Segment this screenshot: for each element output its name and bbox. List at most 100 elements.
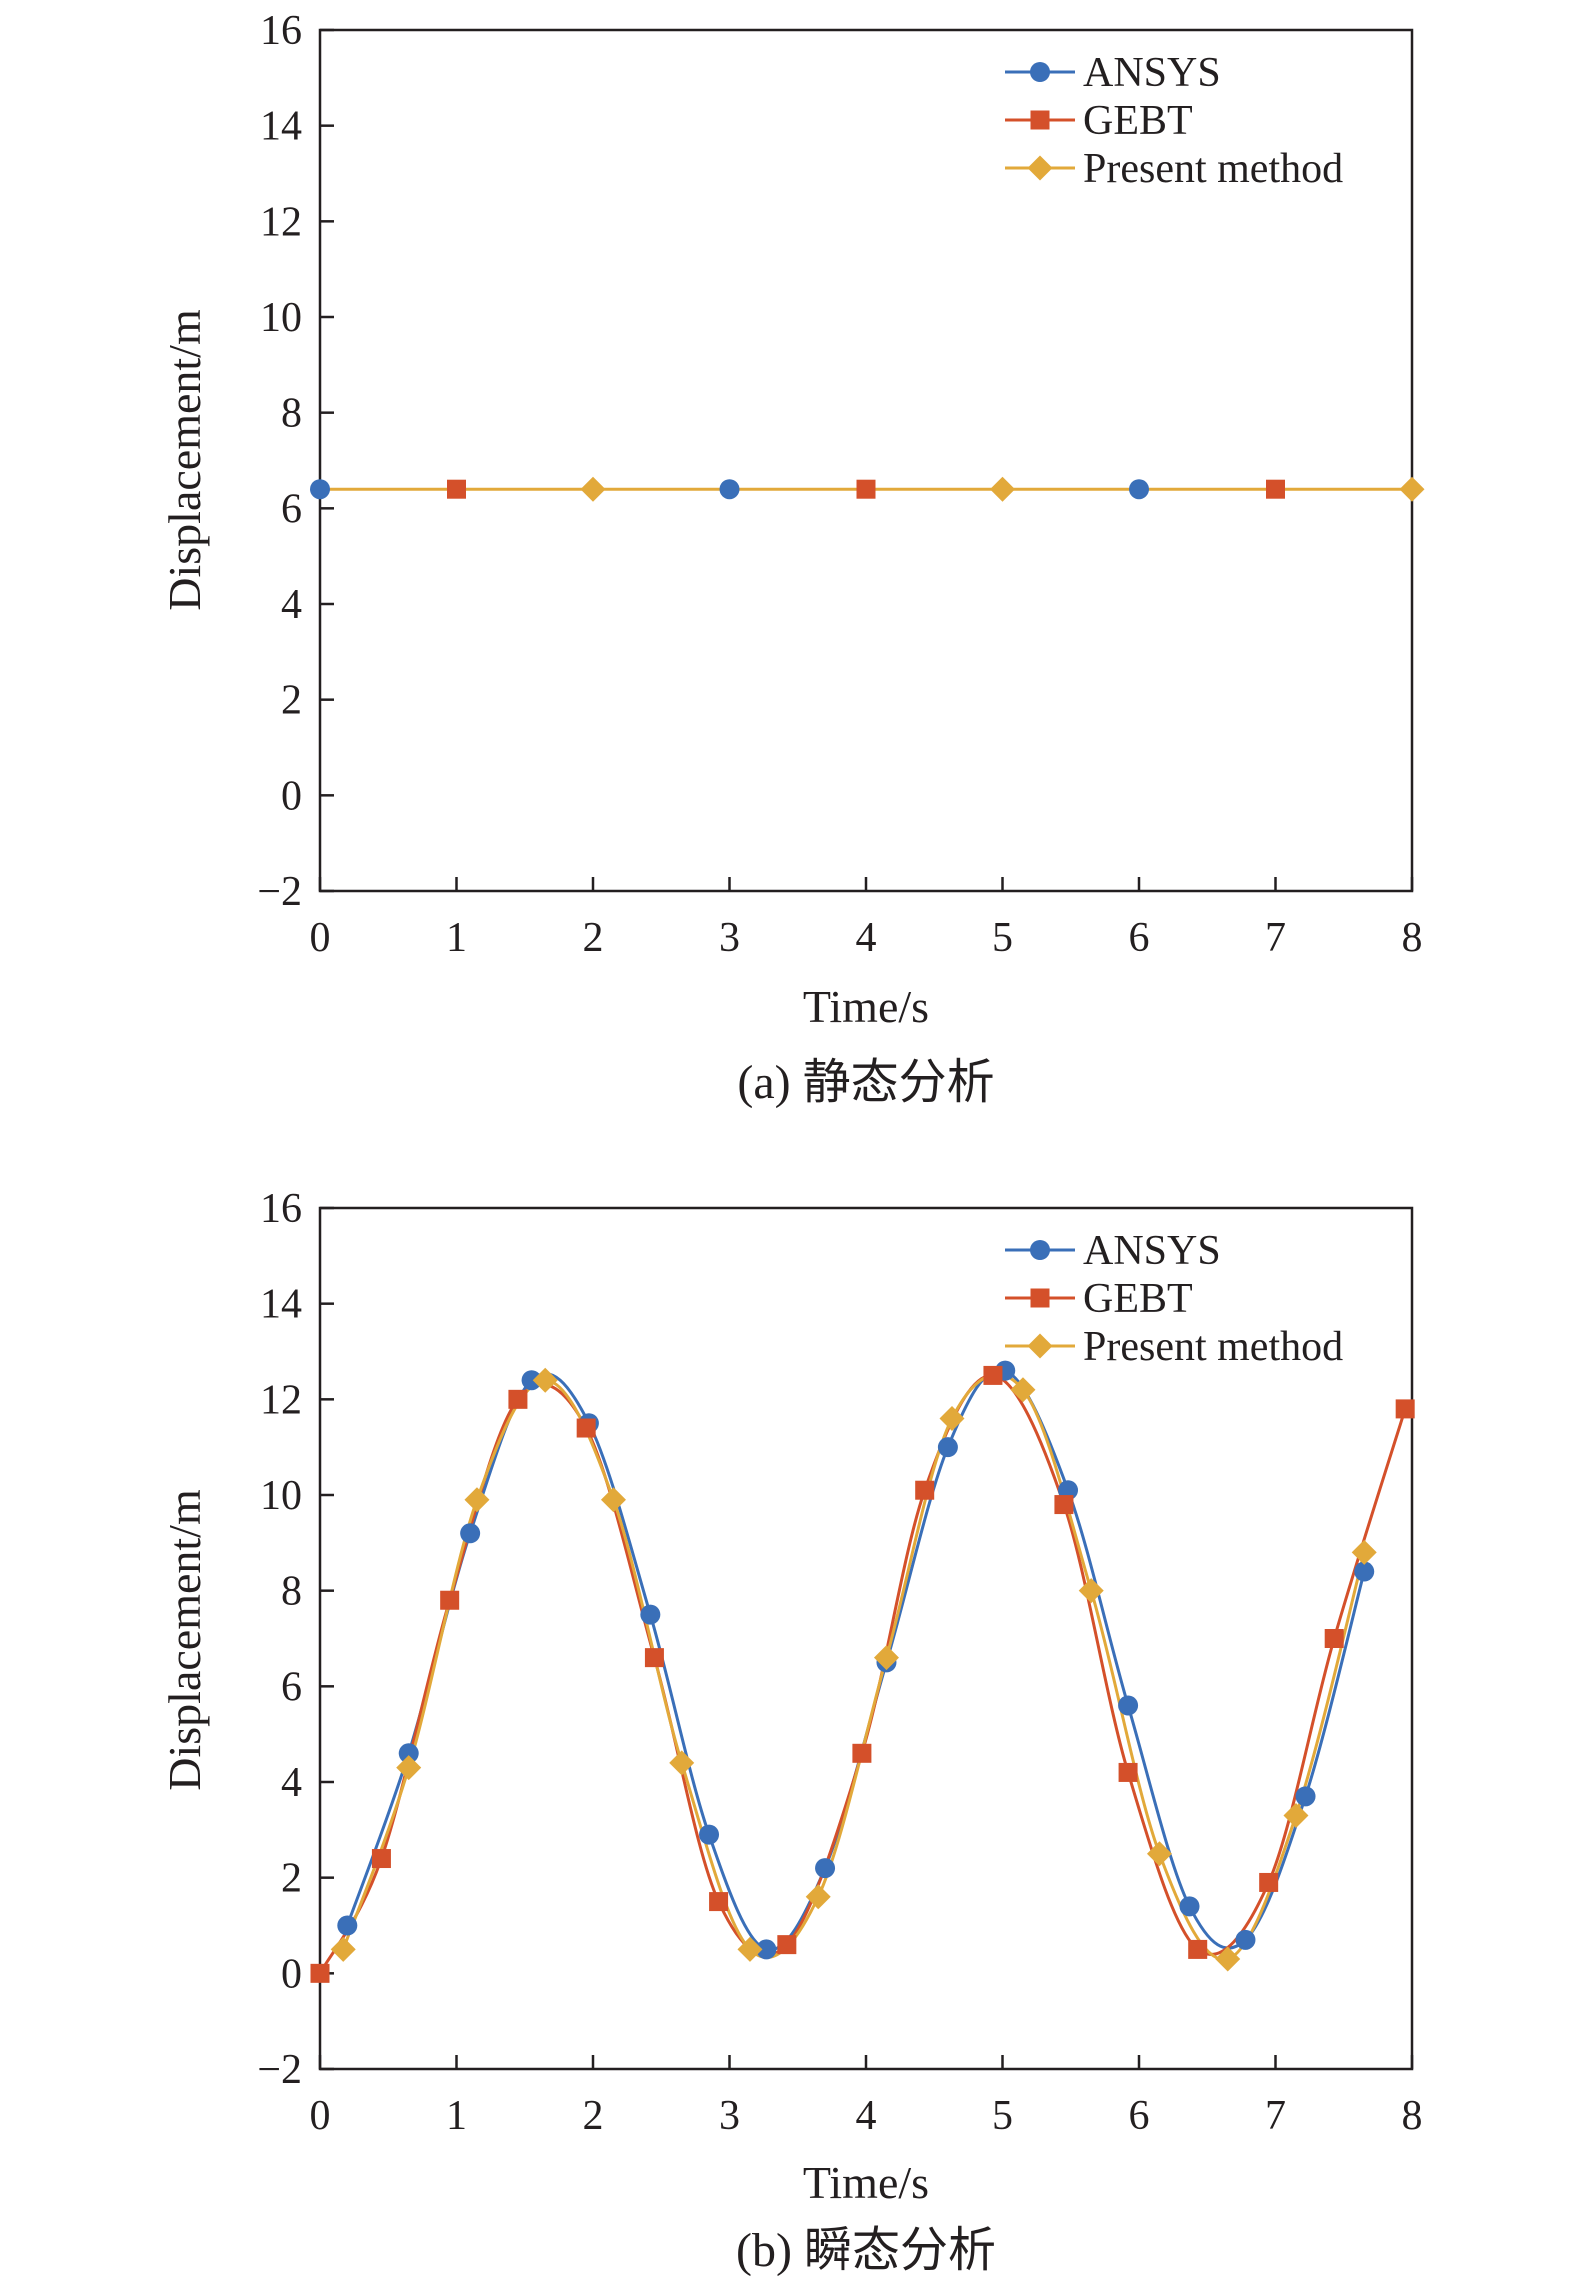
data-point-present-method xyxy=(600,1487,626,1513)
x-tick-label: 8 xyxy=(1402,2093,1423,2139)
y-tick-labels-a: 16 14 12 10 8 6 4 2 0 −2 xyxy=(257,8,334,915)
y-tick-label: 14 xyxy=(260,104,302,150)
data-point-gebt xyxy=(1324,1629,1344,1648)
data-point-ansys xyxy=(719,479,740,500)
y-tick-label: 14 xyxy=(260,1282,302,1328)
x-tick-label: 3 xyxy=(719,915,740,961)
y-axis-label-a: Displacement/m xyxy=(159,309,210,611)
series-markers-b xyxy=(310,1360,1415,1983)
legend-label: ANSYS xyxy=(1083,50,1221,96)
y-tick-label: 12 xyxy=(260,1377,302,1423)
series-lines-b xyxy=(318,1368,1407,1975)
y-tick-label: 16 xyxy=(260,8,302,54)
legend-marker xyxy=(1030,1288,1050,1308)
x-tick-labels-a: 0 1 2 3 4 5 6 7 8 xyxy=(310,877,1423,961)
x-axis-label-b: Time/s xyxy=(803,2157,929,2208)
x-tick-labels-b: 0 1 2 3 4 5 6 7 8 xyxy=(310,2055,1423,2139)
y-tick-label: 10 xyxy=(260,295,302,341)
legend-label: ANSYS xyxy=(1083,1228,1221,1274)
data-point-ansys xyxy=(1235,1929,1256,1950)
data-point-ansys xyxy=(337,1915,358,1936)
data-point-gebt xyxy=(1259,1872,1279,1892)
x-tick-label: 1 xyxy=(446,915,467,961)
data-point-present-method xyxy=(532,1367,558,1393)
data-point-gebt xyxy=(447,479,466,499)
data-point-present-method xyxy=(1146,1841,1172,1867)
y-tick-label: −2 xyxy=(257,869,302,915)
legend-label: Present method xyxy=(1083,1324,1343,1370)
data-point-gebt xyxy=(440,1590,460,1610)
x-tick-label: 5 xyxy=(992,2093,1013,2139)
data-point-present-method xyxy=(1078,1578,1104,1604)
x-tick-label: 1 xyxy=(446,2093,467,2139)
data-point-present-method xyxy=(805,1884,831,1910)
y-tick-label: 4 xyxy=(281,1760,302,1806)
y-tick-label: 12 xyxy=(260,199,302,245)
legend-marker xyxy=(1027,1333,1053,1359)
legend-label: GEBT xyxy=(1083,98,1193,144)
y-tick-label: 4 xyxy=(281,582,302,628)
data-point-present-method xyxy=(1399,476,1425,502)
series-line-present-method xyxy=(341,1372,1366,1961)
data-point-gebt xyxy=(852,1743,872,1763)
data-point-ansys xyxy=(699,1824,720,1845)
data-point-gebt xyxy=(915,1480,935,1500)
x-tick-label: 4 xyxy=(856,2093,877,2139)
x-tick-label: 5 xyxy=(992,915,1013,961)
y-axis-label-b: Displacement/m xyxy=(159,1489,210,1791)
data-point-ansys xyxy=(1118,1695,1139,1716)
data-point-ansys xyxy=(1129,479,1149,500)
data-point-gebt xyxy=(1054,1495,1074,1515)
x-tick-label: 2 xyxy=(583,915,604,961)
data-point-gebt xyxy=(508,1389,528,1409)
legend-marker xyxy=(1030,62,1050,82)
y-tick-label: 2 xyxy=(281,678,302,724)
data-point-present-method xyxy=(737,1936,763,1962)
series-line-ansys xyxy=(345,1368,1366,1952)
y-tick-label: 6 xyxy=(281,486,302,532)
y-tick-label: 16 xyxy=(260,1186,302,1232)
data-point-ansys xyxy=(460,1523,481,1544)
data-point-ansys xyxy=(640,1604,661,1625)
y-tick-label: −2 xyxy=(257,2047,302,2093)
data-point-gebt xyxy=(310,1963,330,1983)
data-point-present-method xyxy=(669,1750,695,1776)
data-point-gebt xyxy=(1395,1399,1415,1419)
x-tick-label: 2 xyxy=(583,2093,604,2139)
data-point-present-method xyxy=(330,1936,356,1962)
y-tick-labels-b: 16 14 12 10 8 6 4 2 0 −2 xyxy=(257,1186,334,2093)
data-point-ansys xyxy=(1295,1786,1316,1807)
legend-marker xyxy=(1030,1240,1050,1260)
data-point-ansys xyxy=(756,1939,777,1960)
data-point-gebt xyxy=(709,1892,729,1912)
x-tick-label: 8 xyxy=(1402,915,1423,961)
y-tick-label: 2 xyxy=(281,1856,302,1902)
data-point-gebt xyxy=(1188,1939,1208,1959)
legend-marker xyxy=(1027,155,1053,181)
x-tick-label: 6 xyxy=(1129,915,1150,961)
data-point-present-method xyxy=(1010,1377,1036,1403)
data-point-gebt xyxy=(1266,479,1285,499)
caption-b: (b) 瞬态分析 xyxy=(736,2224,996,2277)
y-tick-label: 10 xyxy=(260,1473,302,1519)
data-point-present-method xyxy=(939,1405,965,1431)
legend-label: Present method xyxy=(1083,146,1343,192)
data-point-ansys xyxy=(937,1437,958,1458)
data-point-present-method xyxy=(580,476,606,502)
data-point-present-method xyxy=(1351,1539,1377,1565)
x-tick-label: 0 xyxy=(310,2093,331,2139)
y-tick-label: 0 xyxy=(281,1951,302,1997)
legend-label: GEBT xyxy=(1083,1276,1193,1322)
legend-marker xyxy=(1030,110,1050,130)
caption-a: (a) 静态分析 xyxy=(737,1056,994,1109)
data-point-gebt xyxy=(371,1849,391,1869)
data-point-gebt xyxy=(983,1365,1003,1385)
x-tick-label: 4 xyxy=(856,915,877,961)
data-point-ansys xyxy=(1179,1896,1200,1917)
x-tick-label: 6 xyxy=(1129,2093,1150,2139)
